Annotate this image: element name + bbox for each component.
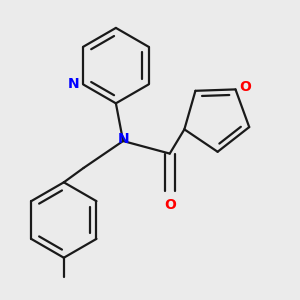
Text: O: O — [164, 198, 176, 212]
Text: N: N — [68, 77, 79, 91]
Text: O: O — [240, 80, 251, 94]
Text: N: N — [117, 132, 129, 146]
